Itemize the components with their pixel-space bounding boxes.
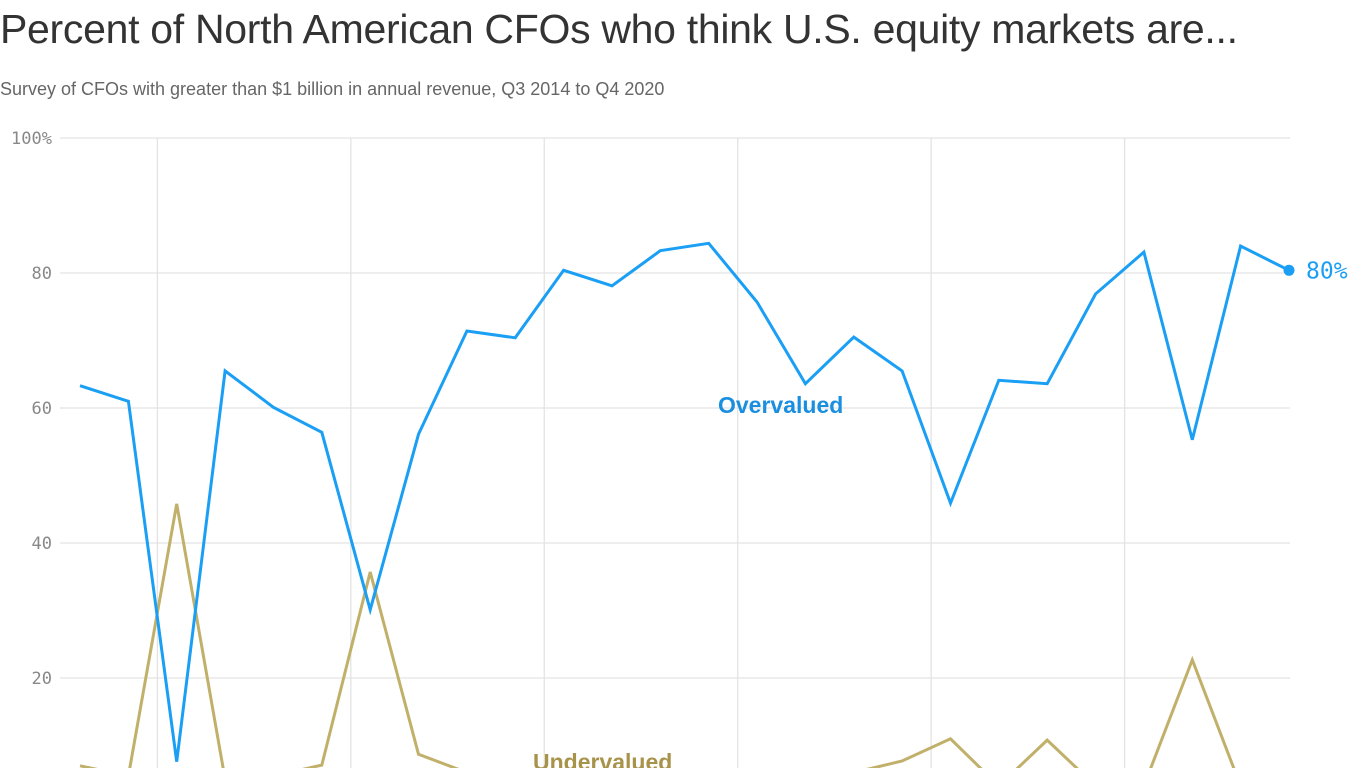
end-value-label: 80% <box>1306 258 1348 284</box>
end-point-marker <box>1283 264 1295 276</box>
series-label-undervalued: Undervalued <box>533 749 672 768</box>
series-line-overvalued <box>79 241 1290 762</box>
y-tick-label: 100% <box>11 129 52 149</box>
y-tick-label: 60 <box>32 399 52 419</box>
series-label-overvalued: Overvalued <box>718 392 843 418</box>
y-tick-label: 20 <box>32 669 52 689</box>
chart-subtitle: Survey of CFOs with greater than $1 bill… <box>0 79 665 99</box>
y-tick-label: 80 <box>32 264 52 284</box>
chart-title: Percent of North American CFOs who think… <box>0 6 1238 52</box>
y-tick-label: 40 <box>32 534 52 554</box>
